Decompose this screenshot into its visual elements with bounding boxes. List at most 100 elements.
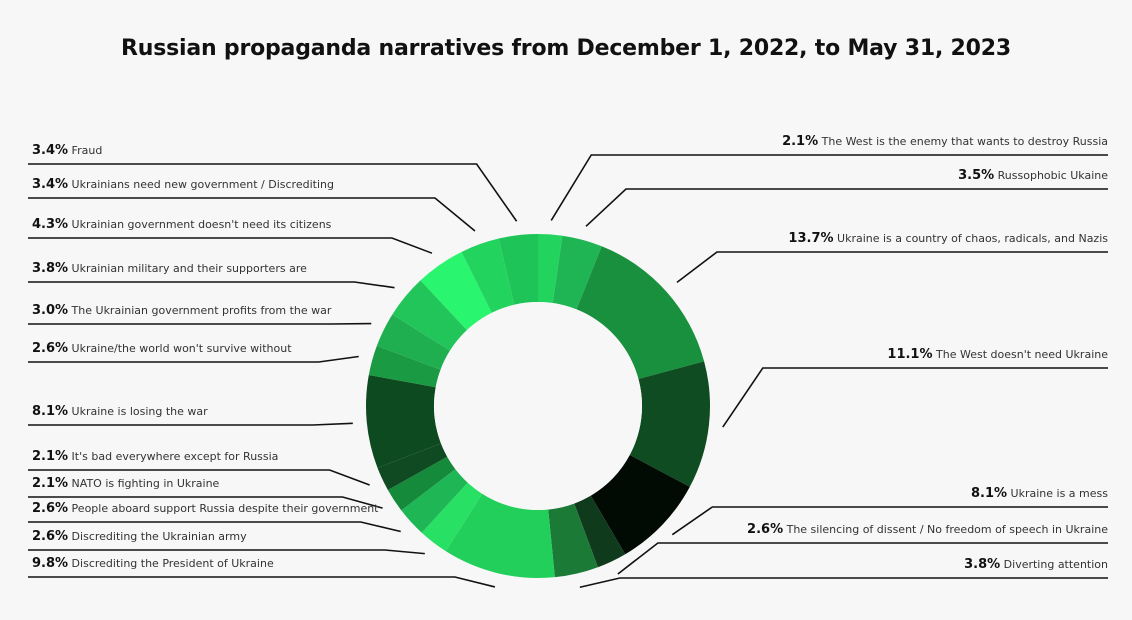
slice-text: Russophobic Ukaine [994,169,1108,182]
slice-19 [498,234,538,305]
leader-line [585,188,1108,227]
slice-label: 3.8% Ukrainian military and their suppor… [32,261,307,276]
slice-text: The West doesn't need Ukraine [933,348,1109,361]
slice-percent: 4.3% [32,217,68,232]
slice-8 [445,493,555,578]
slice-text: Fraud [68,144,102,157]
slice-percent: 3.4% [32,143,68,158]
slice-14 [368,345,441,388]
slice-text: Discrediting the President of Ukraine [68,557,274,570]
slice-text: The Ukrainian government profits from th… [68,304,332,317]
slice-percent: 3.4% [32,177,68,192]
slice-text: Ukraine/the world won't survive without [68,342,292,355]
slice-label: 2.1% NATO is fighting in Ukraine [32,476,220,491]
leader-line [28,469,370,486]
slice-label: 2.1% It's bad everywhere except for Russ… [32,449,278,464]
slice-percent: 8.1% [32,404,68,419]
slice-13 [366,374,441,468]
slice-label: 2.6% The silencing of dissent / No freed… [747,522,1108,537]
slice-label: 3.0% The Ukrainian government profits fr… [32,303,332,318]
slice-percent: 8.1% [971,486,1007,501]
slice-label: 3.8% Diverting attention [964,557,1108,572]
leader-line [28,521,401,533]
slice-11 [387,456,456,511]
leader-line [28,281,395,289]
donut-hole [434,302,642,510]
slice-percent: 3.8% [964,557,1000,572]
leader-line [671,506,1108,536]
leader-line [28,422,353,426]
slice-label: 2.6% People aboard support Russia despit… [32,501,379,516]
slice-text: The silencing of dissent / No freedom of… [783,523,1108,536]
leader-line [28,197,476,232]
slice-text: Ukraine is losing the war [68,405,208,418]
slice-text: Ukrainian military and their supporters … [68,262,307,275]
leader-line [28,549,425,555]
slice-label: 9.8% Discrediting the President of Ukrai… [32,556,274,571]
slice-16 [392,280,467,351]
slice-text: NATO is fighting in Ukraine [68,477,219,490]
leader-lines [28,154,1108,589]
slice-labels: 2.1% The West is the enemy that wants to… [32,134,1108,572]
slice-18 [461,238,515,313]
leader-line [28,355,359,363]
leader-line [617,542,1108,575]
leader-line [676,251,1108,284]
slice-percent: 13.7% [788,231,833,246]
slice-2 [552,235,602,310]
slice-text: Ukraine is a mess [1007,487,1108,500]
slice-percent: 9.8% [32,556,68,571]
slice-1 [538,234,563,304]
slice-text: It's bad everywhere except for Russia [68,450,278,463]
slice-text: People aboard support Russia despite the… [68,502,379,515]
slice-percent: 2.6% [32,501,68,516]
slice-text: Ukraine is a country of chaos, radicals,… [834,232,1109,245]
leader-line [28,237,433,254]
slice-label: 11.1% The West doesn't need Ukraine [887,347,1108,362]
slice-3 [576,246,705,379]
slice-15 [376,314,450,370]
slice-text: Ukrainians need new government / Discred… [68,178,334,191]
slice-text: Discrediting the Ukrainian army [68,530,247,543]
slice-9 [421,482,483,552]
donut-slices [366,234,710,578]
slice-label: 3.4% Fraud [32,143,102,158]
leader-line [28,496,383,509]
slice-percent: 2.1% [782,134,818,149]
leader-line [28,576,496,588]
slice-text: The West is the enemy that wants to dest… [818,135,1108,148]
slice-percent: 3.0% [32,303,68,318]
slice-17 [420,251,492,331]
slice-4 [629,361,710,487]
slice-label: 3.5% Russophobic Ukaine [958,168,1108,183]
slice-10 [401,469,468,533]
slice-6 [574,495,626,568]
slice-label: 13.7% Ukraine is a country of chaos, rad… [788,231,1108,246]
slice-percent: 3.8% [32,261,68,276]
slice-percent: 2.6% [747,522,783,537]
slice-label: 3.4% Ukrainians need new government / Di… [32,177,334,192]
slice-7 [548,503,598,578]
chart-title: Russian propaganda narratives from Decem… [121,36,1011,61]
slice-percent: 2.1% [32,476,68,491]
slice-percent: 2.6% [32,341,68,356]
slice-label: 8.1% Ukraine is a mess [971,486,1108,501]
slice-label: 4.3% Ukrainian government doesn't need i… [32,217,332,232]
leader-line [28,163,518,222]
leader-line [579,577,1108,589]
slice-percent: 11.1% [887,347,932,362]
slice-percent: 2.1% [32,449,68,464]
slice-label: 2.6% Ukraine/the world won't survive wit… [32,341,292,356]
slice-text: Diverting attention [1000,558,1108,571]
slice-percent: 2.6% [32,529,68,544]
slice-12 [377,443,448,490]
slice-text: Ukrainian government doesn't need its ci… [68,218,332,231]
slice-label: 2.1% The West is the enemy that wants to… [782,134,1108,149]
slice-label: 8.1% Ukraine is losing the war [32,404,208,419]
leader-line [550,154,1108,221]
slice-percent: 3.5% [958,168,994,183]
leader-line [722,367,1108,428]
slice-label: 2.6% Discrediting the Ukrainian army [32,529,247,544]
slice-5 [590,454,690,555]
